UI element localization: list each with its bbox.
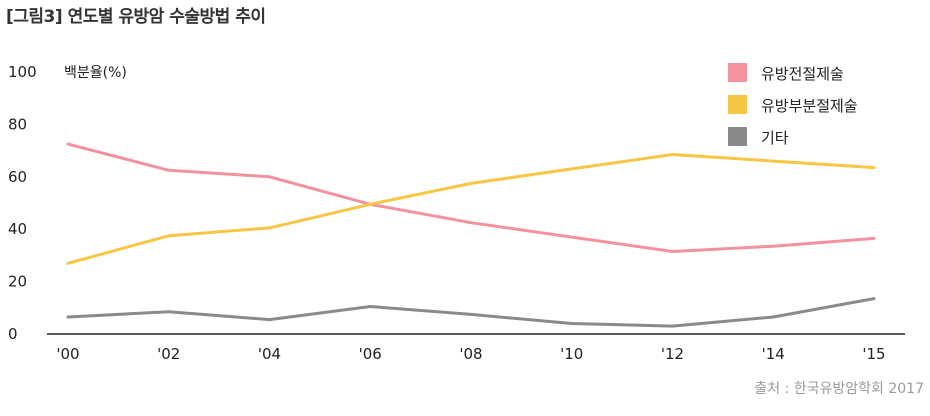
legend-label: 유방전절제술 <box>761 65 844 83</box>
x-tick-label: '06 <box>359 345 382 363</box>
y-tick-label: 20 <box>8 273 27 291</box>
series-line <box>66 142 876 253</box>
legend-label: 유방부분절제술 <box>761 97 858 115</box>
series-line <box>66 153 876 265</box>
legend-swatch <box>728 127 747 146</box>
y-tick-label: 0 <box>8 325 18 343</box>
series-line <box>66 297 876 328</box>
legend-label: 기타 <box>761 129 789 147</box>
x-tick-label: '04 <box>258 345 281 363</box>
x-tick-label: '02 <box>157 345 180 363</box>
y-tick-label: 100 <box>8 63 37 81</box>
y-axis-label: 백분율(%) <box>64 65 127 81</box>
x-tick-label: '10 <box>560 345 583 363</box>
x-tick-label: '12 <box>661 345 684 363</box>
legend-swatch <box>728 95 747 114</box>
y-tick-label: 40 <box>8 220 27 238</box>
y-tick-label: 80 <box>8 115 27 133</box>
chart-title: [그림3] 연도별 유방암 수술방법 추이 <box>6 7 266 27</box>
y-tick-label: 60 <box>8 168 27 186</box>
x-tick-label: '08 <box>459 345 482 363</box>
x-tick-label: '00 <box>56 345 79 363</box>
x-tick-label: '15 <box>862 345 885 363</box>
source-note: 출처 : 한국유방암학회 2017 <box>754 381 924 397</box>
legend-swatch <box>728 63 747 82</box>
x-tick-label: '14 <box>762 345 785 363</box>
